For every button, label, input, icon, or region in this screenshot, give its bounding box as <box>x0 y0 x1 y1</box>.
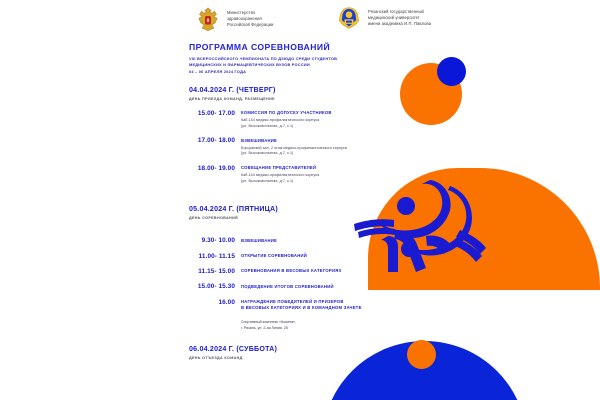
day-date: 06.04.2024 Г. (СУББОТА) <box>189 345 278 354</box>
event-place: Каб.144 медико-профилактического корпуса… <box>241 173 320 183</box>
event-title: ВЗВЕШИВАНИЕ <box>241 237 278 243</box>
event-body: КОМИССИЯ ПО ДОПУСКУ УЧАСТНИКОВ Каб.144 м… <box>241 110 429 129</box>
university-crest-icon <box>338 7 360 29</box>
schedule-row: 15.00- 15.30 ПОДВЕДЕНИЕ ИТОГОВ СОРЕВНОВА… <box>189 283 429 290</box>
program-content: ПРОГРАММА СОРЕВНОВАНИЙ VIII ВСЕРОССИЙСКО… <box>189 42 429 369</box>
schedule-row: 17.00- 18.00 ВЗВЕШИВАНИЕ Борцовский зал,… <box>189 137 429 156</box>
page-title: ПРОГРАММА СОРЕВНОВАНИЙ <box>189 42 331 52</box>
event-body: ОТКРЫТИЕ СОРЕВНОВАНИЙ <box>241 253 429 260</box>
schedule-row: 16.00 НАГРАЖДЕНИЕ ПОБЕДИТЕЛЕЙ И ПРИЗЕРОВ… <box>189 299 429 312</box>
event-title: ОТКРЫТИЕ СОРЕВНОВАНИЙ <box>241 253 307 259</box>
event-place: Борцовский зал, 2 этаж медико-профилакти… <box>241 145 347 156</box>
ministry-of-health-logo: Министерство здравоохранения Российской … <box>195 6 274 32</box>
schedule-row: 15.00- 17.00 КОМИССИЯ ПО ДОПУСКУ УЧАСТНИ… <box>189 110 429 129</box>
venue-address: Спортивный комплекс «Комета», г. Рязань,… <box>241 319 297 330</box>
ministry-of-health-logo-text: Министерство здравоохранения Российской … <box>227 10 274 27</box>
event-time: 15.00- 15.30 <box>197 283 235 291</box>
event-time: 16.00 <box>218 298 235 306</box>
event-title: КОМИССИЯ ПО ДОПУСКУ УЧАСТНИКОВ <box>241 110 332 116</box>
schedule-row: 9.30- 10.00 ВЗВЕШИВАНИЕ <box>189 237 429 244</box>
event-time: 18.00- 19.00 <box>197 164 235 172</box>
event-title: ПОДВЕДЕНИЕ ИТОГОВ СОРЕВНОВАНИЙ <box>241 283 334 289</box>
day-note: ДЕНЬ ОТЪЕЗДА КОМАНД <box>189 356 243 361</box>
day-block-friday: 05.04.2024 Г. (ПЯТНИЦА) ДЕНЬ СОРЕВНОВАНИ… <box>189 205 429 331</box>
event-time: 9.30- 10.00 <box>201 237 235 245</box>
day-date: 04.04.2024 Г. (ЧЕТВЕРГ) <box>189 85 276 94</box>
event-title: НАГРАЖДЕНИЕ ПОБЕДИТЕЛЕЙ И ПРИЗЕРОВ В ВЕС… <box>241 299 362 311</box>
event-body: ВЗВЕШИВАНИЕ <box>241 237 429 244</box>
ryazan-state-medical-university-logo-text: Рязанский государственный медицинский ун… <box>368 9 432 26</box>
day-note: ДЕНЬ СОРЕВНОВАНИЙ <box>189 216 239 221</box>
schedule-row: 11.15- 15.00 СОРЕВНОВАНИЯ В ВЕСОВЫХ КАТЕ… <box>189 268 429 275</box>
day-block-thursday: 04.04.2024 Г. (ЧЕТВЕРГ) ДЕНЬ ПРИЕЗДА КОМ… <box>189 86 429 184</box>
poster-header: Министерство здравоохранения Российской … <box>0 0 600 38</box>
day-block-saturday: 06.04.2024 Г. (СУББОТА) ДЕНЬ ОТЪЕЗДА КОМ… <box>189 345 429 360</box>
ryazan-state-medical-university-logo: Рязанский государственный медицинский ун… <box>336 5 431 31</box>
event-time: 11.15- 15.00 <box>198 267 235 275</box>
double-headed-eagle-coat-of-arms-icon <box>198 7 218 31</box>
event-time: 11.00- 11.15 <box>198 252 235 260</box>
event-title: СОВЕЩАНИЕ ПРЕДСТАВИТЕЛЕЙ <box>241 165 317 171</box>
event-place: Каб.144 медико-профилактического корпуса… <box>241 118 320 128</box>
event-body: ВЗВЕШИВАНИЕ Борцовский зал, 2 этаж медик… <box>241 137 429 156</box>
event-time: 15.00- 17.00 <box>197 109 235 117</box>
event-body: ПОДВЕДЕНИЕ ИТОГОВ СОРЕВНОВАНИЙ <box>241 283 429 290</box>
day-date: 05.04.2024 Г. (ПЯТНИЦА) <box>189 205 278 214</box>
event-body: СОРЕВНОВАНИЯ В ВЕСОВЫХ КАТЕГОРИЯХ <box>241 268 429 275</box>
schedule-row: 11.00- 11.15 ОТКРЫТИЕ СОРЕВНОВАНИЙ <box>189 253 429 260</box>
schedule-row: 18.00- 19.00 СОВЕЩАНИЕ ПРЕДСТАВИТЕЛЕЙ Ка… <box>189 165 429 184</box>
day-note: ДЕНЬ ПРИЕЗДА КОМАНД, РАЗМЕЩЕНИЕ <box>189 96 275 101</box>
event-title: ВЗВЕШИВАНИЕ <box>241 137 278 143</box>
blue-circle-top-decoration <box>437 57 466 86</box>
event-title: СОРЕВНОВАНИЯ В ВЕСОВЫХ КАТЕГОРИЯХ <box>241 268 342 274</box>
page-subtitle: VIII ВСЕРОССИЙСКОГО ЧЕМПИОНАТА ПО ДЗЮДО … <box>189 56 338 74</box>
event-body: СОВЕЩАНИЕ ПРЕДСТАВИТЕЛЕЙ Каб.144 медико-… <box>241 165 429 184</box>
event-time: 17.00- 18.00 <box>197 137 235 145</box>
event-body: НАГРАЖДЕНИЕ ПОБЕДИТЕЛЕЙ И ПРИЗЕРОВ В ВЕС… <box>241 299 429 312</box>
